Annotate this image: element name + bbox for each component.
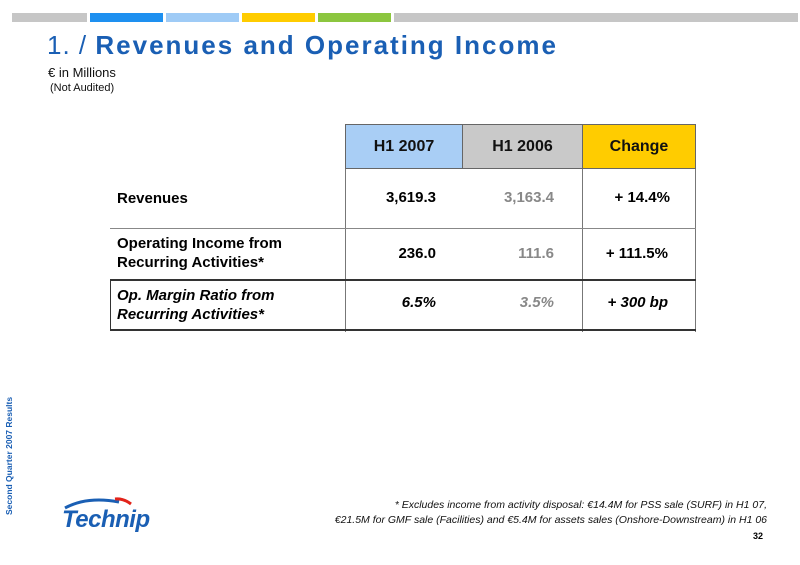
grid-vline-1: [345, 169, 346, 332]
title-text: Revenues and Operating Income: [95, 30, 558, 60]
bar-segment-yellow: [242, 13, 315, 22]
row-label-line-1: Op. Margin Ratio from: [117, 287, 275, 304]
audit-note: (Not Audited): [50, 82, 115, 94]
bar-segment-gray-right: [394, 13, 798, 22]
header-h1-2006: H1 2006: [463, 124, 582, 169]
row-divider-2: [110, 279, 696, 281]
bar-segment-light-blue: [166, 13, 239, 22]
row-divider-bottom: [110, 329, 696, 331]
row-label-margin-ratio: Op. Margin Ratio from Recurring Activiti…: [117, 286, 275, 324]
page-number: 32: [753, 531, 764, 541]
logo-swoosh-icon: [64, 497, 132, 510]
revenues-h1-2007: 3,619.3: [385, 189, 436, 206]
row-label-operating-income: Operating Income from Recurring Activiti…: [117, 234, 282, 272]
row-label-revenues: Revenues: [117, 190, 188, 207]
operating-income-h1-2007: 236.0: [398, 245, 436, 262]
revenues-h1-2006: 3,163.4: [503, 189, 554, 206]
title-number: 1. /: [47, 30, 88, 60]
footnote: * Excludes income from activity disposal…: [335, 498, 767, 528]
operating-income-h1-2006: 111.6: [518, 245, 554, 262]
header-h1-2007: H1 2007: [345, 124, 463, 169]
footnote-line-1: * Excludes income from activity disposal…: [394, 499, 767, 511]
header-change: Change: [582, 124, 696, 169]
row-label-line-2: Recurring Activities*: [117, 306, 264, 323]
operating-income-change: + 111.5%: [605, 245, 668, 262]
currency-subtitle: € in Millions: [48, 65, 116, 80]
row-label-line-1: Operating Income from: [117, 235, 283, 252]
margin-ratio-change: + 300 bp: [607, 294, 668, 311]
grid-vline-3: [695, 169, 696, 332]
side-label: Second Quarter 2007 Results: [4, 396, 14, 515]
grid-vline-2: [582, 169, 583, 332]
bar-segment-green: [318, 13, 391, 22]
revenues-change: + 14.4%: [614, 189, 670, 206]
footnote-line-2: €21.5M for GMF sale (Facilities) and €5.…: [334, 514, 767, 526]
margin-ratio-h1-2006: 3.5%: [519, 294, 554, 311]
margin-ratio-h1-2007: 6.5%: [401, 294, 436, 311]
slide-title: 1. / Revenues and Operating Income: [47, 30, 558, 61]
bar-segment-gray-left: [12, 13, 87, 22]
row-divider-1: [110, 228, 696, 229]
grid-vline-left-last: [110, 279, 111, 331]
technip-logo: Technip: [57, 496, 150, 536]
logo-text: Technip: [62, 506, 150, 533]
results-table: H1 2007 H1 2006 Change Revenues 3,619.3 …: [110, 124, 696, 332]
bar-segment-blue: [90, 13, 163, 22]
row-label-line-2: Recurring Activities*: [117, 254, 264, 271]
